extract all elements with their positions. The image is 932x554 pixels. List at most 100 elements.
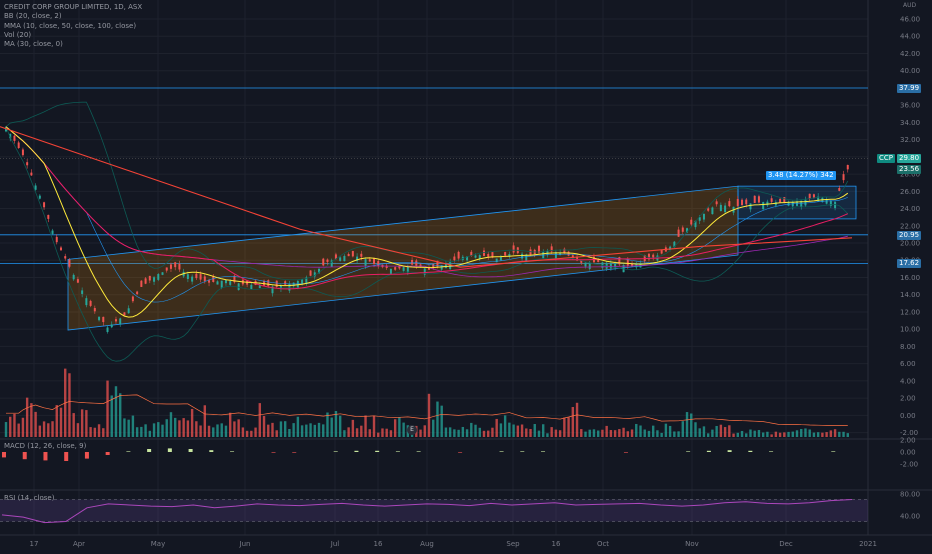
candle (715, 201, 718, 205)
candle (694, 220, 697, 228)
volume-bar (745, 433, 748, 437)
volume-bar (487, 430, 490, 437)
price-tick-label: 24.00 (900, 205, 920, 213)
volume-bar (237, 419, 240, 437)
volume-bar (728, 425, 731, 437)
indicator-legend: CREDIT CORP GROUP LIMITED, 1D, ASX BB (2… (4, 3, 142, 49)
candle (114, 319, 117, 322)
volume-bar (609, 430, 613, 437)
legend-macd[interactable]: MACD (12, 26, close, 9) (4, 442, 87, 450)
candle (208, 280, 211, 283)
candle (724, 205, 727, 213)
candle (588, 262, 591, 269)
time-label: Apr (73, 540, 85, 548)
volume-bar (13, 413, 16, 437)
candle (237, 283, 240, 291)
candle (736, 199, 739, 206)
volume-bar (719, 424, 723, 437)
volume-bar (152, 423, 156, 437)
candle (567, 251, 570, 256)
volume-bar (9, 416, 12, 437)
volume-bar (808, 429, 811, 437)
legend-ma[interactable]: MA (30, close, 0) (4, 40, 63, 49)
volume-bar (694, 422, 697, 437)
volume-bar (114, 386, 118, 437)
volume-bar (444, 427, 448, 437)
price-channel (67, 185, 739, 331)
candle (85, 298, 88, 306)
volume-bar (525, 428, 528, 437)
candle (144, 278, 147, 284)
legend-rsi[interactable]: RSI (14, close) (4, 494, 55, 502)
candle (774, 202, 777, 206)
volume-bar (571, 406, 575, 437)
volume-bar (630, 429, 634, 437)
volume-bar (761, 432, 765, 437)
candle (804, 199, 807, 206)
macd-bar (706, 450, 711, 452)
candle (478, 255, 481, 259)
candle (436, 260, 439, 267)
volume-bar (626, 431, 630, 437)
candle (597, 258, 600, 262)
rsi-line (1, 499, 853, 524)
candle (110, 324, 113, 328)
volume-bar (279, 421, 283, 437)
rsi-band (0, 499, 868, 522)
volume-bars (4, 368, 849, 437)
legend-bb[interactable]: BB (20, close, 2) (4, 12, 62, 21)
volume-bar (254, 427, 257, 437)
volume-bar (643, 429, 646, 437)
legend-mma[interactable]: MMA (10, close, 50, close, 100, close) (4, 21, 137, 30)
macd-bar (686, 451, 691, 452)
volume-bar (690, 413, 693, 437)
volume-bar (732, 433, 735, 437)
volume-bar (427, 393, 431, 437)
candle (351, 251, 354, 257)
volume-bar (283, 421, 287, 437)
candle (609, 263, 612, 269)
candle (68, 259, 71, 267)
candle (487, 253, 490, 257)
volume-bar (651, 425, 655, 437)
volume-bar (368, 429, 371, 437)
volume-bar (245, 430, 249, 437)
candle (140, 280, 143, 287)
volume-bar (393, 419, 397, 437)
earnings-marker[interactable]: E (407, 425, 417, 435)
candle (466, 256, 469, 261)
candle (258, 285, 261, 289)
candle (334, 254, 337, 259)
legend-vol[interactable]: Vol (20) (4, 30, 32, 39)
price-tag-last2: 23.56 (897, 165, 922, 174)
candle (660, 249, 663, 254)
volume-bar (262, 415, 266, 437)
volume-bar (119, 393, 122, 437)
volume-bar (783, 432, 786, 437)
volume-bar (372, 415, 376, 437)
macd-bar (230, 451, 235, 452)
candle (131, 296, 134, 302)
volume-bar (59, 407, 63, 437)
volume-bar (351, 419, 355, 437)
volume-bar (749, 429, 752, 437)
volume-bar (537, 430, 541, 437)
candle (389, 268, 392, 274)
candle (698, 217, 701, 221)
volume-bar (757, 430, 761, 437)
volume-bar (436, 401, 439, 437)
volume-bar (677, 431, 680, 437)
candle (470, 251, 473, 256)
candle (419, 264, 422, 268)
price-tick-label: 10.00 (900, 326, 920, 334)
time-label: Aug (420, 540, 434, 548)
candle (766, 201, 769, 206)
volume-bar (300, 425, 304, 437)
volume-bar (736, 432, 739, 437)
volume-bar (148, 430, 152, 437)
candle (762, 202, 765, 210)
volume-bar (715, 425, 718, 437)
volume-bar (127, 419, 130, 437)
